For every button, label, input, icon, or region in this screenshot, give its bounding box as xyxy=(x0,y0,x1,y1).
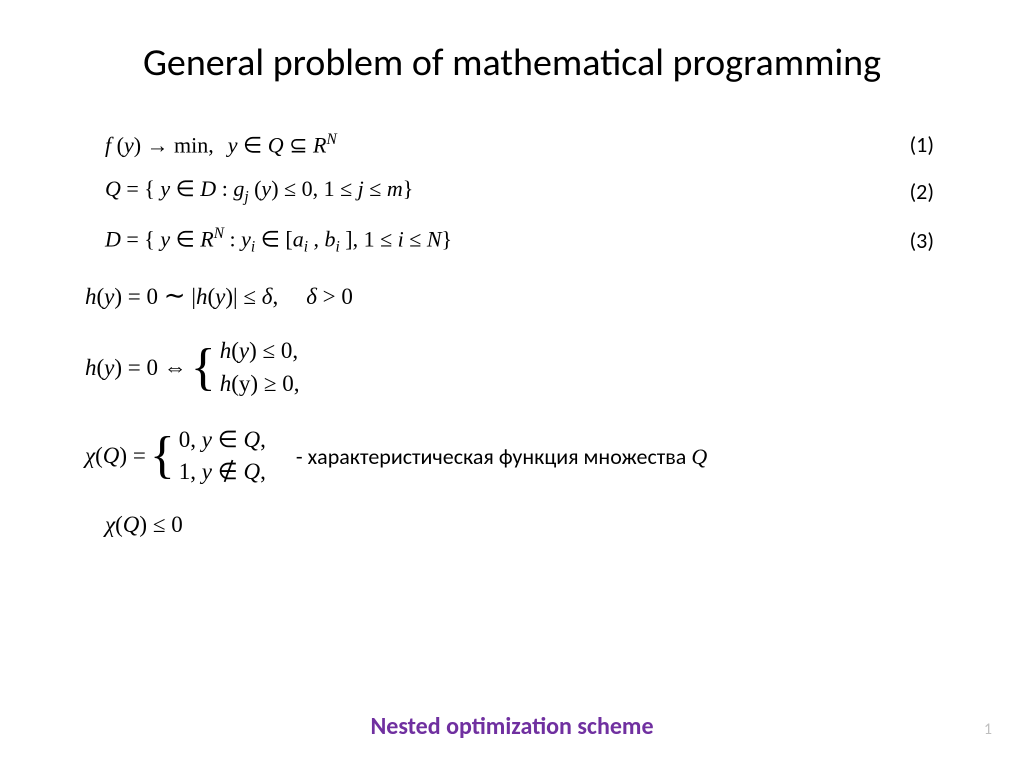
brace-system-2: { 0, y ∈ Q, 1, y ∉ Q, xyxy=(146,424,266,488)
chi-annotation: - характеристическая функция множества Q xyxy=(296,443,707,470)
equation-3-row: D = { y ∈ RN : yi ∈ [ai , bi ], 1 ≤ i ≤ … xyxy=(105,225,934,257)
equivalence-2: h(y) = 0 ⇔ { h(y) ≤ 0, h(y) ≥ 0, xyxy=(85,335,974,399)
slide-container: General problem of mathematical programm… xyxy=(0,0,1024,767)
derivation-block: h(y) = 0 ∼ |h(y)| ≤ δ,δ > 0 h(y) = 0 ⇔ {… xyxy=(85,281,974,538)
equation-3-number: (3) xyxy=(910,227,935,254)
footer-subtitle: Nested optimization scheme xyxy=(0,712,1024,741)
equation-1-row: f (y) → min,y ∈ Q ⊆ RN (1) xyxy=(105,131,934,158)
equation-2-number: (2) xyxy=(910,178,935,205)
equation-3: D = { y ∈ RN : yi ∈ [ai , bi ], 1 ≤ i ≤ … xyxy=(105,225,452,257)
chi-annotation-text: - характеристическая функция множества xyxy=(296,443,691,470)
chi-inequality: χ(Q) ≤ 0 xyxy=(105,512,974,538)
equation-1-number: (1) xyxy=(910,131,935,158)
page-number: 1 xyxy=(984,720,992,739)
equation-2-row: Q = { y ∈ D : gj (y) ≤ 0, 1 ≤ j ≤ m} (2) xyxy=(105,176,934,206)
chi-annotation-symbol: Q xyxy=(691,444,707,469)
numbered-equations: f (y) → min,y ∈ Q ⊆ RN (1) Q = { y ∈ D :… xyxy=(105,131,934,256)
equation-1: f (y) → min,y ∈ Q ⊆ RN xyxy=(105,131,337,158)
brace-system-1: { h(y) ≤ 0, h(y) ≥ 0, xyxy=(187,335,300,399)
slide-title: General problem of mathematical programm… xyxy=(50,40,974,86)
equivalence-1: h(y) = 0 ∼ |h(y)| ≤ δ,δ > 0 xyxy=(85,281,974,311)
equation-2: Q = { y ∈ D : gj (y) ≤ 0, 1 ≤ j ≤ m} xyxy=(105,176,413,206)
chi-definition: χ(Q) = { 0, y ∈ Q, 1, y ∉ Q, - характери… xyxy=(85,424,974,488)
